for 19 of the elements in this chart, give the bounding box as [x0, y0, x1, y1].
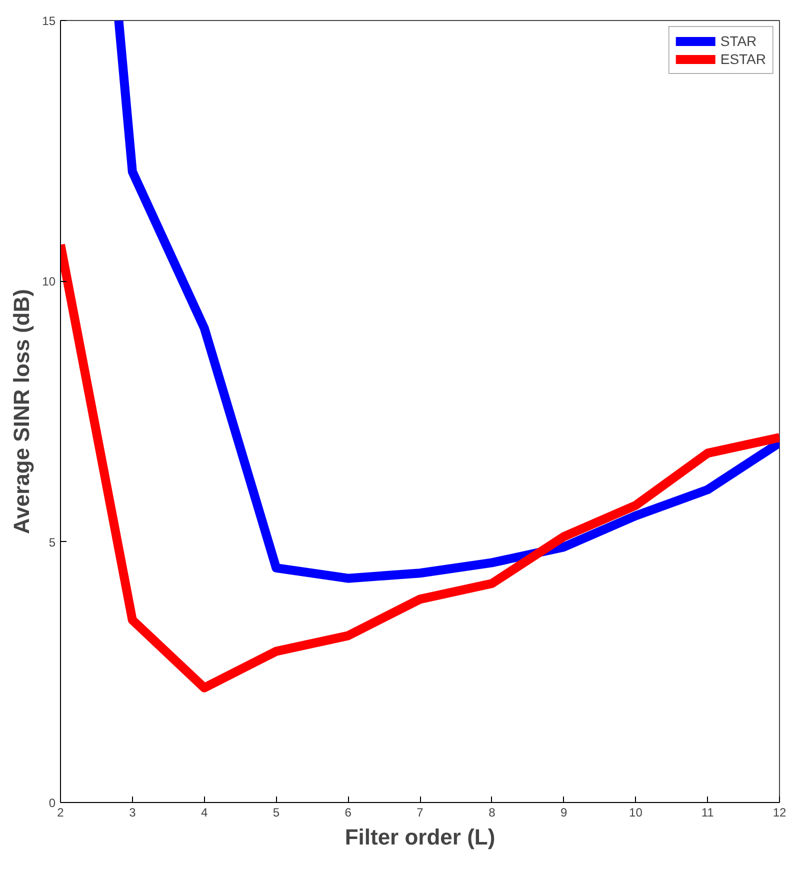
y-tick-label: 10	[42, 274, 56, 289]
x-tick-label: 7	[416, 806, 424, 820]
y-axis-title: Average SINR loss (dB)	[9, 289, 34, 534]
x-axis-title: Filter order (L)	[344, 824, 496, 850]
legend-label: ESTAR	[720, 51, 766, 67]
x-tick-label: 12	[772, 806, 786, 820]
x-tick-label: 10	[629, 806, 643, 820]
x-tick-label: 3	[129, 806, 136, 820]
y-tick-label: 0	[48, 796, 56, 810]
x-tick-label: 6	[344, 806, 352, 820]
x-tick-label: 11	[701, 806, 714, 820]
y-tick-label: 5	[48, 535, 56, 550]
x-tick-label: 9	[560, 806, 568, 820]
y-tick-label: 15	[42, 14, 56, 28]
x-tick-label: 5	[272, 806, 280, 820]
x-tick-label: 8	[488, 806, 496, 820]
x-tick-label: 2	[57, 806, 64, 820]
legend-label: STAR	[720, 33, 757, 49]
x-tick-label: 4	[200, 806, 208, 820]
